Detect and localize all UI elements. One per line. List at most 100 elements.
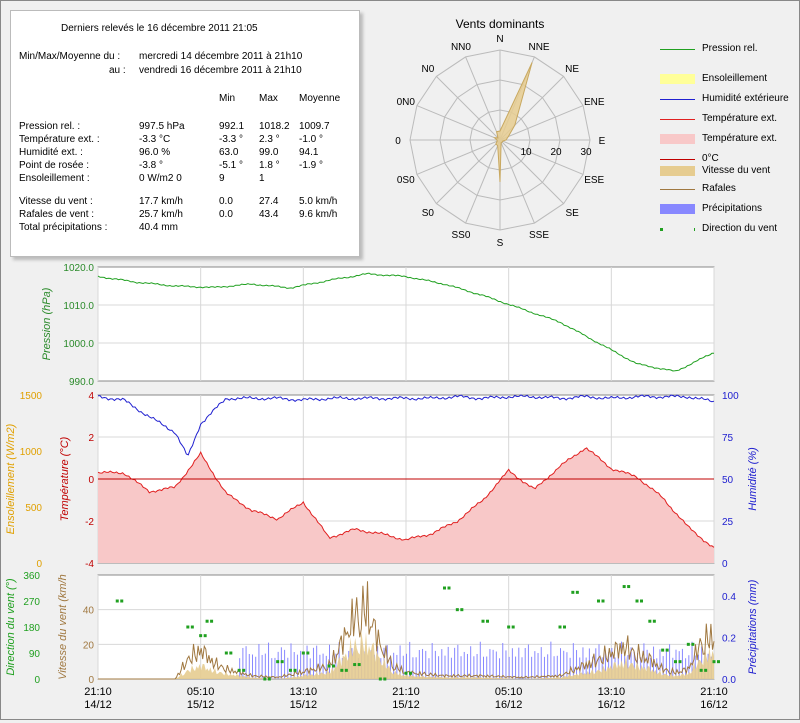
sunshine-axis-label: Ensoleillement (W/m2): [5, 423, 17, 534]
direction-point: [443, 586, 446, 590]
rain-bar: [431, 643, 433, 679]
rain-bar: [284, 649, 286, 679]
rain-bar: [553, 656, 555, 679]
direction-point: [224, 651, 228, 655]
direction-point: [558, 625, 562, 629]
direction-point: [205, 619, 209, 623]
direction-point: [648, 619, 652, 623]
direction-point: [404, 671, 408, 675]
rain-bar: [287, 657, 289, 679]
legend-label: Humidité extérieure: [702, 93, 789, 104]
rain-bar: [483, 656, 484, 679]
summary-label: Rafales de vent :: [19, 209, 95, 220]
direction-point: [306, 651, 310, 655]
direction-point: [563, 625, 566, 629]
legend-swatch: [660, 204, 695, 214]
rain-bar: [322, 653, 324, 679]
x-tick-time: 13:10: [598, 686, 626, 698]
rain-bar: [242, 647, 244, 679]
legend-swatch: [660, 228, 695, 231]
rain-bar: [306, 645, 308, 679]
direction-point: [460, 608, 464, 612]
direction-point: [383, 677, 387, 681]
legend-label: Ensoleillement: [702, 73, 768, 84]
rain-bar: [489, 649, 491, 679]
direction-point: [652, 619, 656, 623]
rain-bar: [643, 643, 645, 679]
rain-bar: [588, 648, 590, 679]
summary-avg: -1.9 °: [299, 160, 324, 171]
summary-avg: -1.0 °: [299, 134, 324, 145]
x-tick-date: 16/12: [495, 699, 523, 711]
temperature-area: [98, 447, 714, 563]
direction-point: [704, 668, 708, 672]
legend-swatch: [660, 166, 695, 176]
period-label-to: au :: [109, 65, 126, 76]
direction-point: [486, 619, 489, 623]
summary-avg: 1009.7: [299, 121, 330, 132]
rain-bar: [415, 657, 417, 679]
summary-label: Point de rosée :: [19, 160, 90, 171]
summary-avg: 94.1: [299, 147, 319, 158]
x-tick-time: 21:10: [700, 686, 728, 698]
rain-bar: [441, 649, 443, 679]
legend-label: 0°C: [702, 153, 719, 164]
direction-tick-label: 90: [29, 649, 41, 660]
direction-point: [340, 668, 344, 672]
rain-bar: [611, 647, 613, 679]
legend-swatch: [660, 99, 695, 100]
rose-direction-label: E: [599, 136, 606, 147]
rain-bar: [264, 653, 266, 679]
rose-spoke: [465, 56, 501, 141]
temperature-tick-label: 0: [88, 475, 94, 486]
direction-point: [699, 668, 703, 672]
sunshine-tick-label: 1000: [20, 447, 43, 458]
rain-bar: [515, 656, 517, 679]
temperature-tick-label: 2: [88, 433, 94, 444]
temperature-tick-label: -2: [85, 517, 94, 528]
direction-point: [293, 668, 297, 672]
summary-label: Température ext. :: [19, 134, 100, 145]
x-tick-date: 15/12: [187, 699, 215, 711]
rain-bar: [669, 644, 671, 679]
rain-bar: [691, 641, 693, 679]
rose-direction-label: ENE: [584, 97, 605, 108]
rain-bar: [656, 658, 658, 679]
rose-direction-label: S0: [422, 208, 435, 219]
summary-current: 96.0 %: [139, 147, 171, 158]
rain-bar: [277, 651, 279, 679]
humidity-tick-label: 75: [722, 433, 734, 444]
rain-bar: [248, 653, 250, 679]
legend-swatch: [660, 159, 695, 160]
rose-direction-label: SE: [565, 208, 579, 219]
rain-bar: [608, 652, 610, 679]
rain-bar: [479, 641, 481, 679]
rain-bar: [662, 656, 664, 679]
rose-ring-label: 30: [580, 147, 592, 158]
summary-max: 1.8 °: [259, 160, 280, 171]
direction-point: [571, 590, 575, 594]
direction-point: [409, 671, 412, 675]
direction-point: [267, 677, 271, 681]
rain-bar: [454, 647, 456, 679]
x-tick-time: 21:10: [392, 686, 420, 698]
rose-direction-label: 0N0: [397, 97, 416, 108]
rain-bar: [245, 646, 247, 679]
direction-point: [344, 668, 348, 672]
summary-current: 40.4 mm: [139, 222, 178, 233]
rain-bar: [252, 654, 253, 679]
rain-bar: [450, 657, 452, 679]
rain-bar: [389, 655, 391, 679]
legend-label: Vitesse du vent: [702, 165, 771, 176]
rain-bar: [293, 652, 295, 679]
summary-panel: Derniers relevés le 16 décembre 2011 21:…: [10, 10, 360, 257]
speed-tick-label: 40: [83, 606, 95, 617]
direction-point: [327, 664, 331, 668]
direction-tick-label: 0: [34, 675, 40, 686]
summary-min: 9: [219, 173, 225, 184]
rose-direction-label: NE: [565, 64, 579, 75]
direction-point: [357, 663, 361, 667]
rain-bar: [534, 651, 536, 679]
rain-bar: [492, 649, 494, 679]
rain-bar: [418, 650, 420, 679]
